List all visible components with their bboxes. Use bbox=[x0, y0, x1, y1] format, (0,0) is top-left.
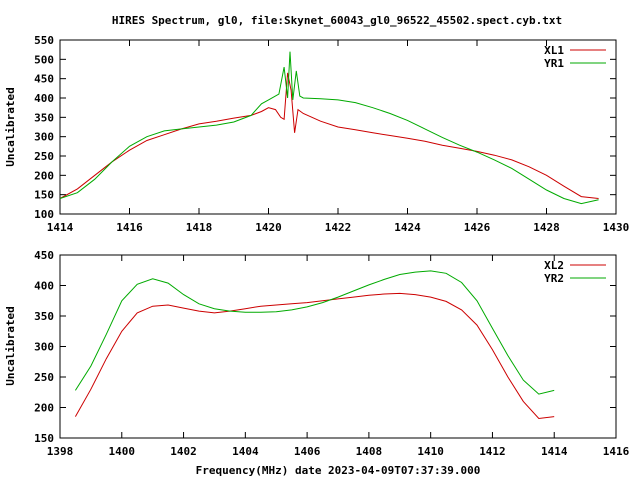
y-tick-label: 300 bbox=[34, 341, 54, 354]
y-tick-label: 100 bbox=[34, 208, 54, 221]
y-tick-label: 400 bbox=[34, 92, 54, 105]
y-axis-label: Uncalibrated bbox=[4, 87, 17, 166]
y-tick-label: 350 bbox=[34, 310, 54, 323]
y-tick-label: 150 bbox=[34, 189, 54, 202]
legend-label-xl1: XL1 bbox=[544, 44, 564, 57]
legend-label-xl2: XL2 bbox=[544, 259, 564, 272]
x-tick-label: 1424 bbox=[394, 221, 421, 234]
x-tick-label: 1420 bbox=[255, 221, 282, 234]
series-line-yr2 bbox=[74, 270, 555, 395]
x-axis-label: Frequency(MHz) date 2023-04-09T07:37:39.… bbox=[196, 464, 481, 477]
x-tick-label: 1406 bbox=[294, 445, 321, 458]
y-tick-label: 300 bbox=[34, 131, 54, 144]
y-tick-label: 250 bbox=[34, 150, 54, 163]
x-tick-label: 1418 bbox=[186, 221, 213, 234]
y-tick-label: 400 bbox=[34, 280, 54, 293]
chart-title: HIRES Spectrum, gl0, file:Skynet_60043_g… bbox=[112, 14, 562, 27]
x-tick-label: 1398 bbox=[47, 445, 74, 458]
x-tick-label: 1422 bbox=[325, 221, 352, 234]
x-tick-label: 1400 bbox=[109, 445, 136, 458]
x-tick-label: 1410 bbox=[417, 445, 444, 458]
x-tick-label: 1426 bbox=[464, 221, 491, 234]
top-panel: 100 150 200 250 300 350 400 450 500 550 1414 1416 14… bbox=[4, 34, 629, 234]
y-tick-label: 500 bbox=[34, 53, 54, 66]
series-line-yr1 bbox=[59, 51, 599, 205]
y-tick-label: 150 bbox=[34, 432, 54, 445]
x-tick-label: 1404 bbox=[232, 445, 259, 458]
x-tick-label: 1412 bbox=[479, 445, 506, 458]
y-tick-label: 200 bbox=[34, 169, 54, 182]
x-tick-label: 1414 bbox=[541, 445, 568, 458]
x-tick-label: 1428 bbox=[533, 221, 560, 234]
y-tick-label: 250 bbox=[34, 371, 54, 384]
series-line-xl1 bbox=[59, 72, 599, 199]
x-tick-label: 1414 bbox=[47, 221, 74, 234]
legend-label-yr2: YR2 bbox=[544, 272, 564, 285]
x-tick-label: 1430 bbox=[603, 221, 630, 234]
y-axis-label: Uncalibrated bbox=[4, 306, 17, 385]
y-tick-label: 550 bbox=[34, 34, 54, 47]
legend-label-yr1: YR1 bbox=[544, 57, 564, 70]
x-tick-label: 1408 bbox=[356, 445, 383, 458]
x-tick-label: 1416 bbox=[116, 221, 143, 234]
bottom-panel: 150 200 250 300 350 400 450 1398 1400 1402 1404 140… bbox=[4, 249, 630, 477]
x-tick-label: 1402 bbox=[170, 445, 197, 458]
y-tick-label: 450 bbox=[34, 249, 54, 262]
x-tick-label: 1416 bbox=[603, 445, 630, 458]
y-tick-label: 200 bbox=[34, 402, 54, 415]
y-tick-label: 350 bbox=[34, 111, 54, 124]
y-tick-label: 450 bbox=[34, 73, 54, 86]
series-line-xl2 bbox=[74, 292, 555, 420]
